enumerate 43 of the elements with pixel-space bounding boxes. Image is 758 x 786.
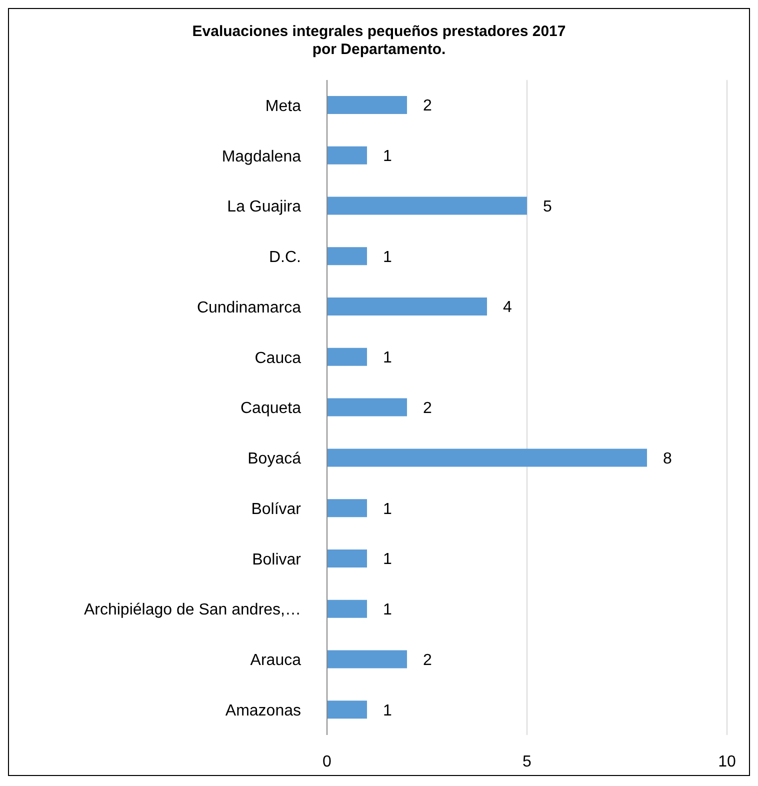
bar [327,247,367,266]
y-tick-label: La Guajira [227,198,302,216]
y-tick-label: Bolivar [252,551,302,568]
y-tick-label: Archipiélago de San andres,… [84,602,301,619]
bar [327,146,367,164]
bar [327,448,647,467]
bar [327,600,367,618]
data-label: 1 [383,350,392,367]
data-label: 1 [383,702,392,720]
bar [327,348,367,366]
data-label: 1 [383,551,392,568]
data-label: 8 [663,450,672,468]
y-tick-label: Meta [265,98,302,115]
bar [327,96,407,114]
x-tick-label: 0 [322,753,332,770]
bar [327,196,527,215]
data-label: 2 [423,98,432,115]
y-tick-label: Cundinamarca [196,299,302,316]
bar [327,499,367,518]
y-tick-label: Cauca [254,350,302,367]
data-label: 1 [383,248,392,266]
data-label: 2 [423,652,432,669]
x-tick-label: 5 [522,753,532,770]
bar [327,398,407,416]
bar [327,298,487,316]
x-tick-label: 10 [718,753,736,770]
data-label: 1 [383,148,392,166]
y-tick-label: D.C. [269,249,301,266]
bar [327,700,367,719]
data-label: 1 [383,602,392,619]
y-tick-label: Bolívar [251,500,302,518]
bar [327,549,367,568]
y-tick-label: Arauca [250,652,302,670]
data-label: 5 [543,198,552,216]
y-tick-label: Magdalena [222,148,302,166]
chart-title: Evaluaciones integrales pequeños prestadores 2017 por Departamento. [191,22,567,60]
data-label: 1 [383,500,392,518]
data-label: 2 [423,400,432,417]
bar [327,650,407,668]
y-tick-label: Amazonas [225,702,301,720]
y-tick-label: Caqueta [240,400,302,418]
y-tick-label: Boyacá [248,450,302,468]
data-label: 4 [503,299,512,316]
